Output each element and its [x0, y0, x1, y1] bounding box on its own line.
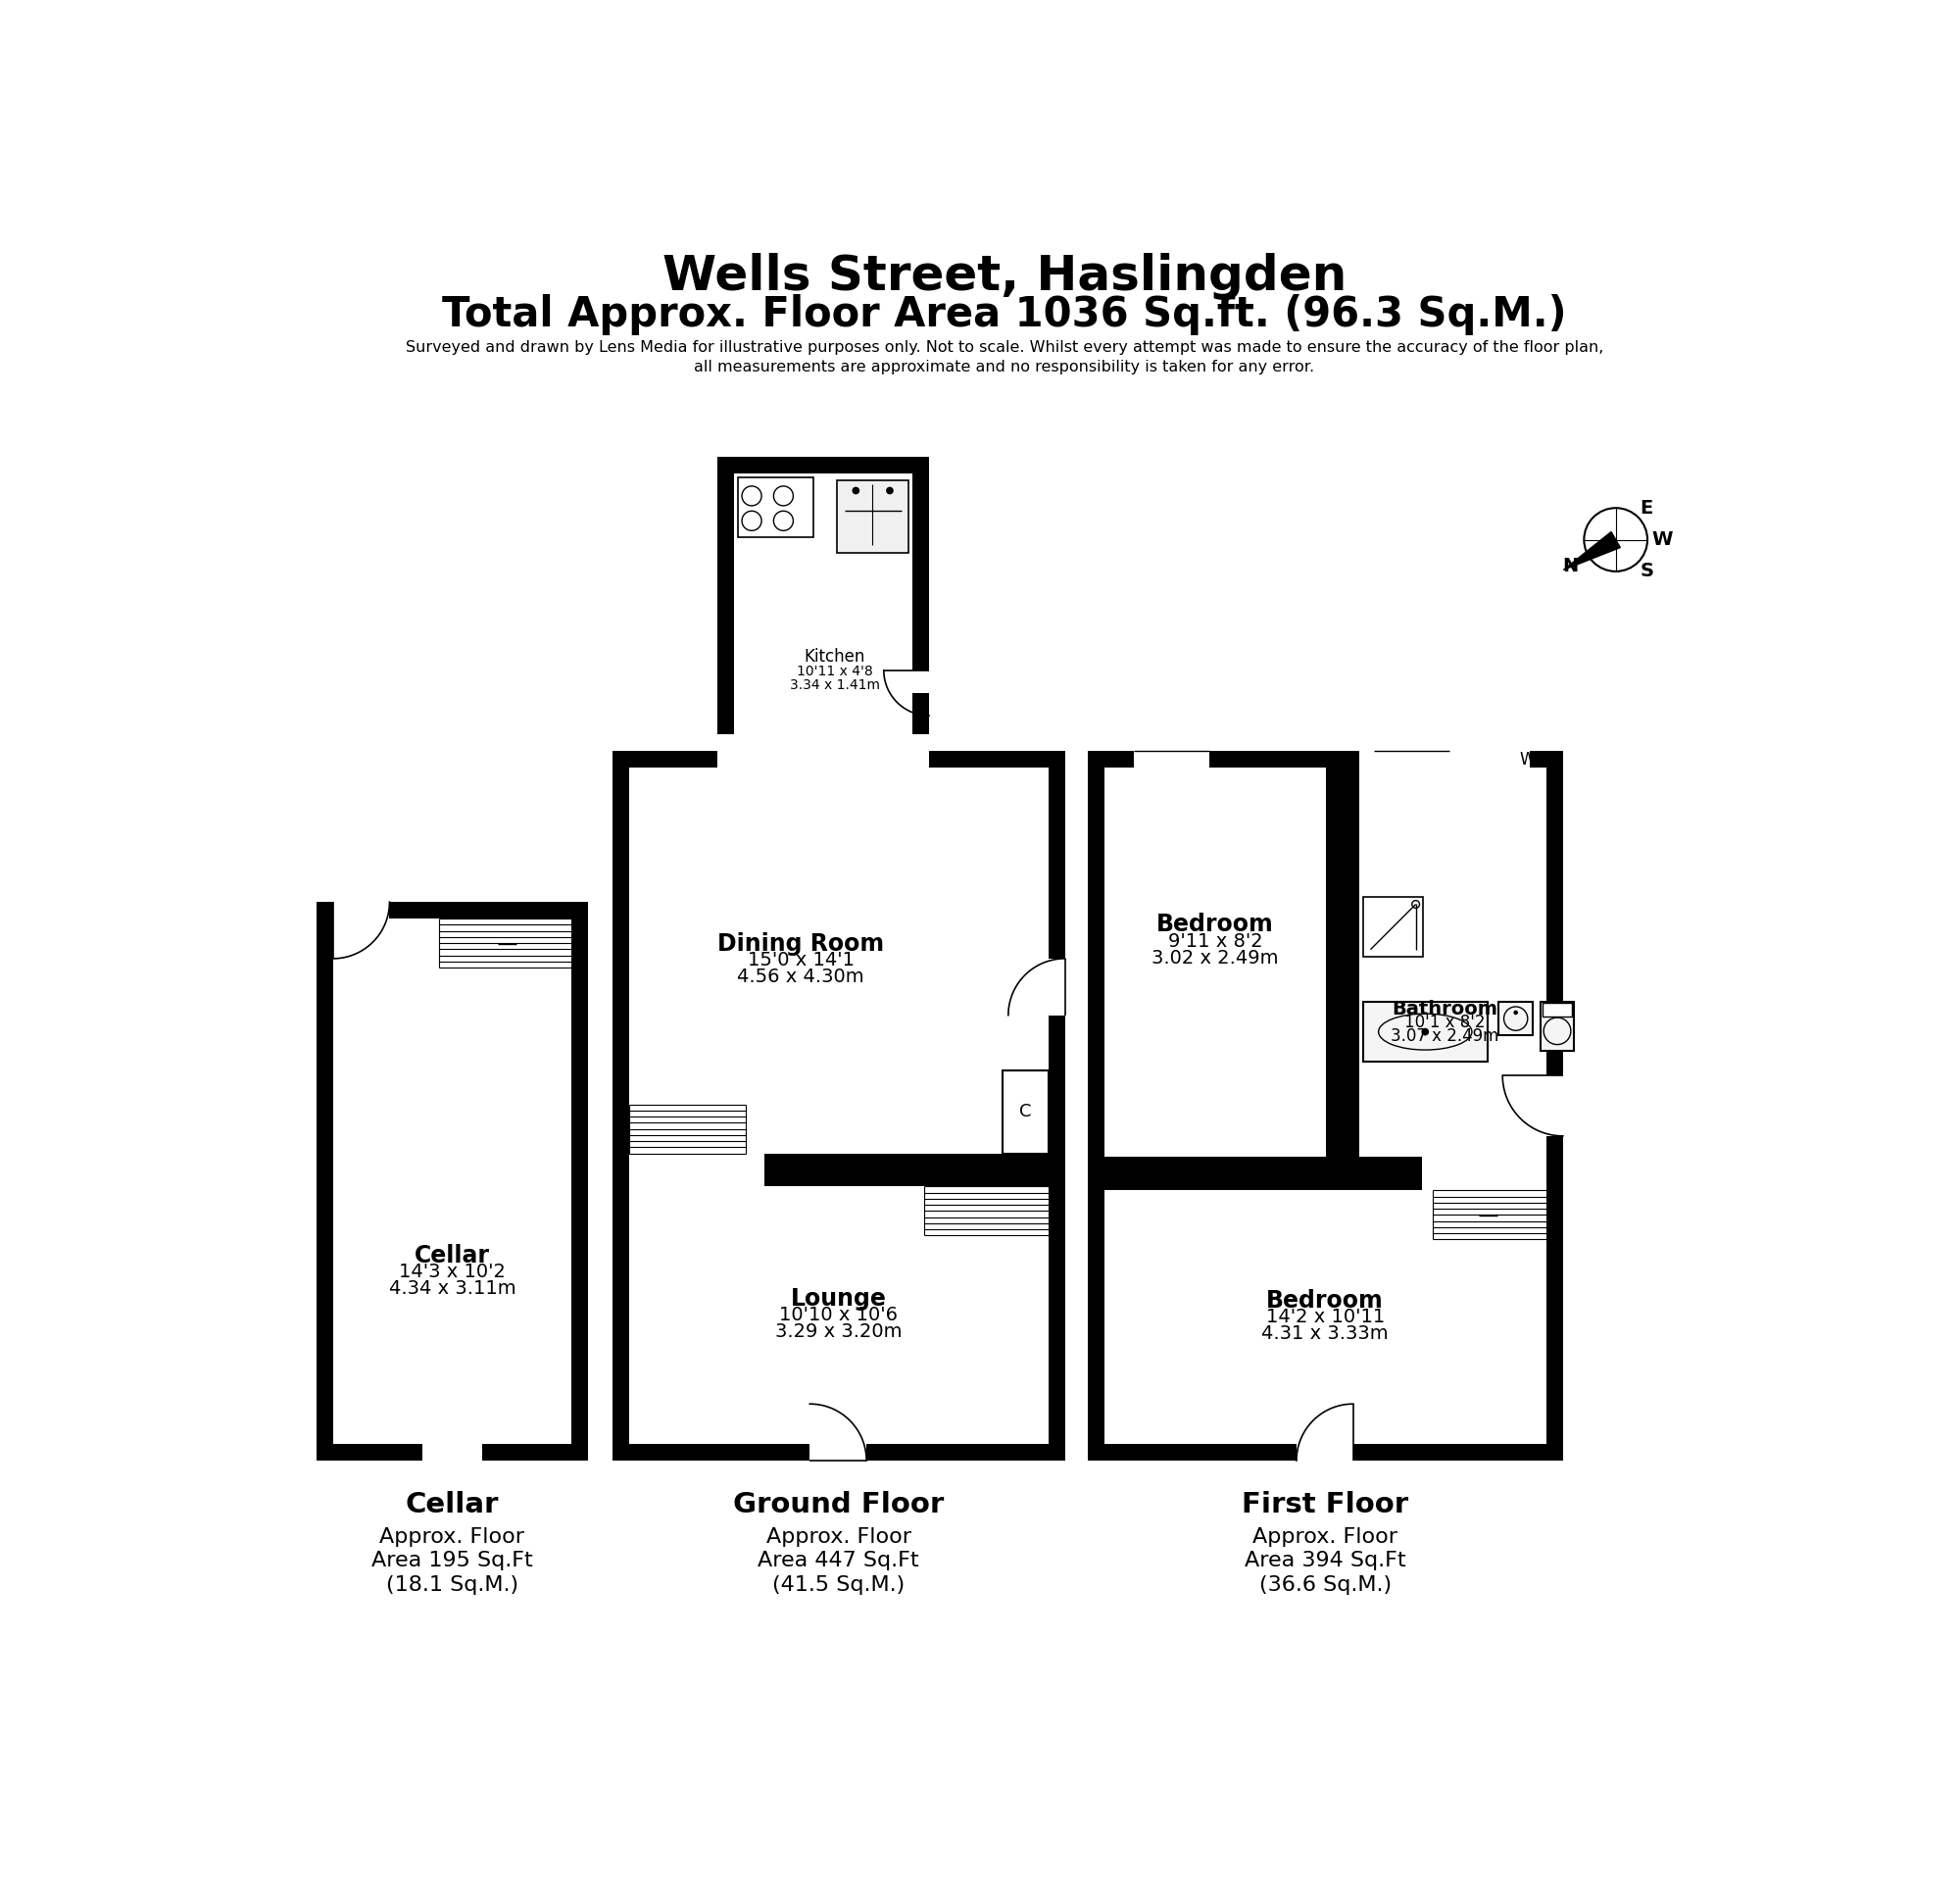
Bar	[735, 474, 913, 734]
Text: 10'10 x 10'6: 10'10 x 10'6	[780, 1306, 898, 1325]
Bar	[1049, 959, 1082, 1015]
Text: N: N	[1562, 557, 1578, 576]
Text: E: E	[1641, 500, 1652, 519]
Text: Approx. Floor: Approx. Floor	[380, 1527, 525, 1547]
Text: W: W	[1652, 530, 1674, 549]
Text: 10'1 x 8'2: 10'1 x 8'2	[1403, 1013, 1486, 1032]
Bar	[333, 919, 572, 1444]
Text: (36.6 Sq.M.): (36.6 Sq.M.)	[1258, 1576, 1392, 1595]
Bar	[1362, 1002, 1488, 1062]
Bar	[1546, 1076, 1580, 1136]
Text: C: C	[1019, 1104, 1031, 1121]
Text: Bedroom: Bedroom	[1156, 913, 1274, 936]
Text: 14'2 x 10'11: 14'2 x 10'11	[1266, 1308, 1384, 1327]
Bar	[629, 1153, 764, 1187]
Bar	[333, 885, 390, 919]
Text: (18.1 Sq.M.): (18.1 Sq.M.)	[386, 1576, 517, 1595]
Text: 9'11 x 8'2: 9'11 x 8'2	[1168, 932, 1262, 951]
Text: Kitchen: Kitchen	[804, 647, 864, 666]
Bar	[421, 1444, 482, 1478]
Bar	[1004, 1070, 1049, 1153]
Circle shape	[886, 487, 894, 494]
Text: 15'0 x 14'1: 15'0 x 14'1	[747, 951, 855, 970]
Bar	[1103, 768, 1327, 1157]
Bar	[1541, 1002, 1574, 1051]
Text: Area 394 Sq.Ft: Area 394 Sq.Ft	[1245, 1551, 1405, 1570]
Bar	[1327, 751, 1358, 1174]
Text: Approx. Floor: Approx. Floor	[1252, 1527, 1397, 1547]
Text: S: S	[1641, 560, 1654, 579]
Circle shape	[1421, 1028, 1429, 1036]
Bar	[1358, 994, 1529, 1157]
Text: 10'11 x 4'8: 10'11 x 4'8	[796, 664, 872, 679]
Bar	[612, 1153, 1064, 1187]
Text: Wells Street, Haslingden: Wells Street, Haslingden	[662, 253, 1347, 300]
Text: 4.31 x 3.33m: 4.31 x 3.33m	[1262, 1325, 1390, 1344]
Bar	[1088, 751, 1562, 1461]
Bar	[1296, 1444, 1352, 1478]
Bar	[1327, 960, 1562, 994]
Bar	[809, 1444, 866, 1478]
Bar	[1374, 734, 1450, 768]
Bar	[735, 734, 913, 768]
Bar	[1362, 896, 1423, 957]
Text: First Floor: First Floor	[1243, 1491, 1409, 1519]
Text: Approx. Floor: Approx. Floor	[766, 1527, 911, 1547]
Bar	[612, 751, 1064, 1461]
Bar	[913, 693, 970, 719]
Bar	[837, 481, 909, 553]
Circle shape	[1513, 1010, 1517, 1015]
Text: Bedroom: Bedroom	[1266, 1289, 1384, 1311]
Ellipse shape	[1378, 1013, 1472, 1049]
Bar	[739, 477, 813, 538]
Text: Bathroom: Bathroom	[1392, 1000, 1497, 1019]
Bar	[1088, 1157, 1562, 1191]
Text: Area 195 Sq.Ft: Area 195 Sq.Ft	[370, 1551, 533, 1570]
Ellipse shape	[1544, 1017, 1570, 1045]
Bar	[717, 457, 929, 751]
Bar	[1499, 1002, 1533, 1036]
Text: 14'3 x 10'2: 14'3 x 10'2	[398, 1262, 506, 1281]
Text: Lounge: Lounge	[790, 1287, 886, 1310]
Text: Cellar: Cellar	[414, 1244, 490, 1266]
Bar	[316, 902, 588, 1461]
Bar	[735, 734, 913, 768]
Bar	[1358, 751, 1529, 960]
Text: 3.29 x 3.20m: 3.29 x 3.20m	[774, 1323, 902, 1342]
Bar	[1135, 734, 1209, 768]
Polygon shape	[1564, 532, 1621, 570]
Text: Ground Floor: Ground Floor	[733, 1491, 945, 1519]
Bar	[629, 768, 1049, 1444]
Circle shape	[853, 487, 860, 494]
Text: 3.07 x 2.49m: 3.07 x 2.49m	[1390, 1028, 1499, 1045]
Text: Surveyed and drawn by Lens Media for illustrative purposes only. Not to scale. W: Surveyed and drawn by Lens Media for ill…	[406, 340, 1603, 376]
Bar	[1103, 768, 1546, 1444]
Text: (41.5 Sq.M.): (41.5 Sq.M.)	[772, 1576, 906, 1595]
Text: Total Approx. Floor Area 1036 Sq.ft. (96.3 Sq.M.): Total Approx. Floor Area 1036 Sq.ft. (96…	[443, 294, 1566, 336]
Bar	[929, 693, 970, 719]
Bar	[913, 670, 945, 715]
Text: Cellar: Cellar	[406, 1491, 500, 1519]
Bar	[1543, 1004, 1572, 1017]
Text: 4.56 x 4.30m: 4.56 x 4.30m	[737, 968, 864, 987]
Text: 3.02 x 2.49m: 3.02 x 2.49m	[1152, 949, 1278, 968]
Text: 4.34 x 3.11m: 4.34 x 3.11m	[388, 1279, 515, 1298]
Bar	[717, 734, 929, 768]
Text: Dining Room: Dining Room	[717, 932, 884, 955]
Bar	[1358, 960, 1546, 994]
Ellipse shape	[1503, 1008, 1527, 1030]
Bar	[1421, 1157, 1546, 1191]
Text: Area 447 Sq.Ft: Area 447 Sq.Ft	[759, 1551, 919, 1570]
Text: 3.34 x 1.41m: 3.34 x 1.41m	[790, 679, 880, 693]
Text: W: W	[1519, 751, 1535, 768]
